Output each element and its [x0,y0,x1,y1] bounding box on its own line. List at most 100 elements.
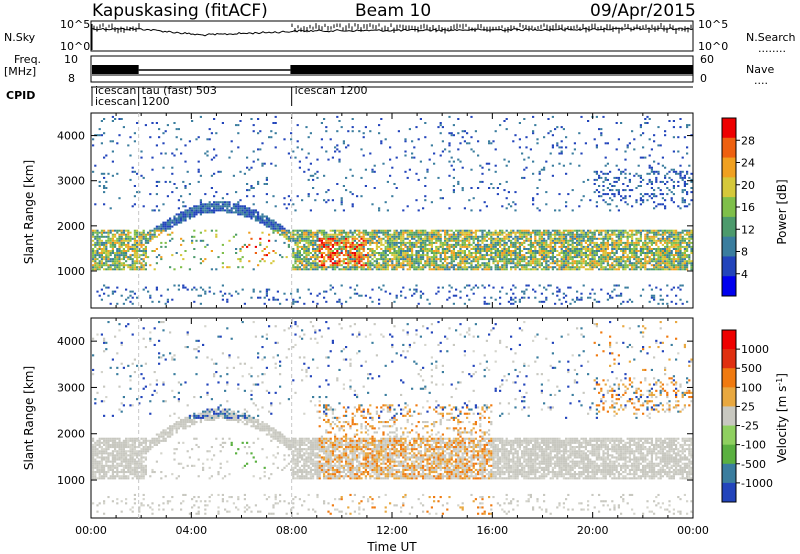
range-gate-cell [549,237,552,240]
range-gate-cell [578,260,581,263]
range-gate-cell [208,128,211,131]
range-gate-cell [496,231,499,234]
range-gate-cell [433,262,436,265]
range-gate-cell [230,294,233,297]
range-gate-cell [655,260,658,263]
range-gate-cell [318,248,321,250]
range-gate-cell [320,264,323,267]
range-gate-cell [477,252,480,254]
range-gate-cell [501,266,504,269]
range-gate-cell [237,203,240,206]
range-gate-cell [232,205,235,208]
range-gate-cell [655,264,658,267]
range-gate-cell [653,172,656,175]
range-gate-cell [655,176,658,179]
range-gate-cell [613,258,616,261]
range-gate-cell [664,258,667,261]
range-gate-cell [496,266,499,269]
range-gate-cell [320,243,323,246]
range-gate-cell [206,243,209,246]
range-gate-cell [120,235,123,238]
range-gate-cell [129,258,132,261]
range-gate-cell [395,260,398,263]
range-gate-cell [613,245,616,248]
range-gate-cell [505,262,508,265]
range-gate-cell [162,166,165,169]
range-gate-cell [543,233,546,236]
range-gate-cell [340,302,343,305]
range-gate-cell [626,231,629,234]
range-gate-cell [111,174,114,177]
range-gate-cell [105,268,108,271]
range-gate-cell [591,256,594,259]
range-gate-cell [197,205,200,208]
range-gate-cell [345,266,348,269]
range-gate-cell [593,298,596,301]
range-gate-cell [659,266,662,269]
range-gate-cell [120,254,123,257]
range-gate-cell [538,172,541,175]
range-gate-cell [397,258,400,261]
range-gate-cell [558,209,561,212]
range-gate-cell [558,241,561,244]
range-gate-cell [296,239,299,242]
range-gate-cell [125,256,128,259]
range-gate-cell [413,235,416,238]
range-gate-cell [347,266,350,269]
range-gate-cell [204,258,207,261]
range-gate-cell [426,243,429,246]
range-gate-cell [125,254,128,257]
range-gate-cell [488,248,491,250]
range-gate-cell [384,241,387,244]
range-gate-cell [417,250,420,252]
range-gate-cell [455,256,458,259]
range-gate-cell [184,209,187,212]
range-gate-cell [545,256,548,259]
range-gate-cell [532,197,535,200]
range-gate-cell [523,296,526,299]
range-gate-cell [158,229,161,232]
range-gate-cell [100,120,103,122]
range-gate-cell [103,235,106,238]
range-gate-cell [543,229,546,232]
range-gate-cell [650,229,653,232]
range-gate-cell [565,256,568,259]
range-gate-cell [347,241,350,244]
range-gate-cell [340,252,343,254]
range-gate-cell [653,298,656,301]
range-gate-cell [435,235,438,238]
range-gate-cell [415,284,418,287]
range-gate-cell [441,140,444,143]
range-gate-cell [567,229,570,232]
range-gate-cell [600,288,603,291]
range-gate-cell [107,254,110,257]
range-gate-cell [538,262,541,265]
range-gate-cell [488,250,491,252]
range-gate-cell [307,243,310,246]
range-gate-cell [529,262,532,265]
range-gate-cell [94,235,97,238]
range-gate-cell [452,176,455,179]
range-gate-cell [358,239,361,242]
range-gate-cell [395,231,398,234]
range-gate-cell [510,231,513,234]
range-gate-cell [501,258,504,261]
range-gate-cell [595,205,598,208]
range-gate-cell [534,248,537,250]
range-gate-cell [417,268,420,271]
range-gate-cell [265,201,268,204]
range-gate-cell [490,256,493,259]
range-gate-cell [644,248,647,250]
range-gate-cell [675,302,678,305]
range-gate-cell [444,229,447,232]
range-gate-cell [441,250,444,252]
range-gate-cell [635,241,638,244]
range-gate-cell [505,207,508,210]
range-gate-cell [331,268,334,271]
n-sky-label: N.Sky [4,31,36,44]
range-gate-cell [144,264,147,267]
range-gate-cell [499,258,502,261]
range-gate-cell [512,231,515,234]
range-gate-cell [133,254,136,257]
range-gate-cell [668,233,671,236]
